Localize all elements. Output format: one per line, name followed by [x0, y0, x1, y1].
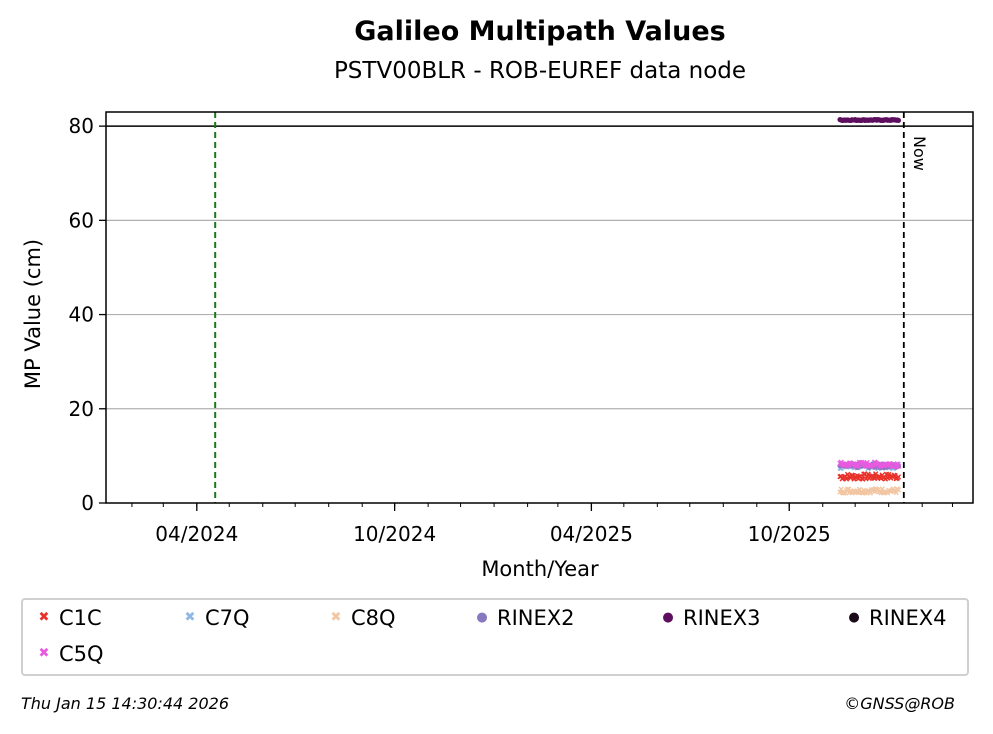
now-label: Now	[910, 136, 929, 171]
x-tick-label: 10/2024	[353, 522, 436, 546]
x-axis-label: Month/Year	[481, 557, 599, 581]
y-tick-label: 60	[69, 208, 94, 232]
x-tick-label: 04/2024	[155, 522, 238, 546]
legend: ✖ C1C ✖ C7Q ✖ C8Q ● RINEX2 ● RINEX3 ● RINEX4 ✖ C5Q	[21, 598, 969, 676]
y-tick-label: 80	[69, 114, 94, 138]
legend-label: RINEX2	[497, 606, 575, 630]
x-tick-label: 04/2025	[550, 522, 633, 546]
legend-label: C1C	[59, 606, 102, 630]
generated-timestamp: Thu Jan 15 14:30:44 2026	[21, 694, 229, 713]
series-c1c	[837, 471, 902, 482]
y-tick-label: 40	[69, 303, 94, 327]
legend-marker: ✖	[38, 646, 50, 661]
y-axis-label: MP Value (cm)	[21, 239, 45, 389]
legend-label: RINEX4	[869, 606, 947, 630]
legend-label: C8Q	[351, 606, 396, 630]
series-c5q	[837, 459, 902, 470]
series-rinex3	[837, 116, 902, 124]
legend-label: C7Q	[205, 606, 250, 630]
legend-item-c8q: ✖ C8Q	[329, 606, 396, 630]
y-tick-label: 20	[69, 397, 94, 421]
legend-item-c1c: ✖ C1C	[37, 606, 102, 630]
legend-marker: ✖	[184, 610, 196, 625]
chart-subtitle: PSTV00BLR - ROB-EUREF data node	[333, 58, 747, 84]
legend-item-rinex2: ● RINEX2	[475, 606, 575, 630]
plot-frame	[105, 111, 974, 504]
chart-title: Galileo Multipath Values	[354, 16, 726, 47]
legend-item-c7q: ✖ C7Q	[183, 606, 250, 630]
legend-item-rinex3: ● RINEX3	[661, 606, 761, 630]
data-point	[844, 486, 851, 492]
legend-item-c5q: ✖ C5Q	[37, 642, 104, 666]
legend-marker: ●	[662, 610, 674, 625]
data-point	[895, 117, 902, 123]
data-point	[895, 487, 902, 493]
copyright-label: ©GNSS@ROB	[844, 694, 955, 713]
series-c8q	[837, 486, 902, 496]
legend-label: RINEX3	[683, 606, 761, 630]
data-point	[895, 463, 902, 469]
legend-marker: ✖	[330, 610, 342, 625]
y-tick-label: 0	[81, 491, 94, 515]
legend-marker: ●	[476, 610, 488, 625]
x-tick-label: 10/2025	[748, 522, 831, 546]
legend-marker: ✖	[38, 610, 50, 625]
legend-item-rinex4: ● RINEX4	[847, 606, 947, 630]
legend-marker: ●	[848, 610, 860, 625]
plot-area: Now 0 20 40 60 80 04/2024 10/2024 04/2025 10/202…	[21, 111, 974, 581]
data-point	[895, 474, 902, 480]
legend-label: C5Q	[59, 642, 104, 666]
